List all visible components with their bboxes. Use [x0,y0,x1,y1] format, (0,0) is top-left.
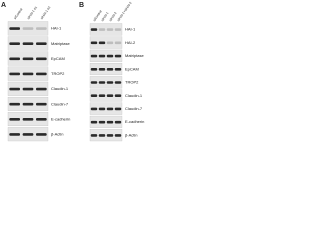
band [98,67,106,71]
band [22,133,34,136]
band [90,134,98,137]
blot-strip [89,115,123,128]
band [90,67,98,71]
band [106,94,114,98]
band [98,54,106,58]
band [114,28,122,31]
band [22,27,34,30]
row-label: EpCAM [125,66,139,71]
band [36,118,47,121]
lane-label: siHAI-1 #2 [40,5,52,20]
band [9,133,20,136]
lane-label: siHAI-2 [108,11,117,22]
blot-strip [89,49,123,62]
band [98,28,106,31]
band [9,72,20,76]
band [114,107,122,111]
band [114,67,122,71]
band [106,120,114,124]
band [106,134,114,137]
row-label: Claudin-1 [125,93,143,98]
blot-strip [89,102,123,115]
band [98,94,106,98]
band [22,57,34,61]
band [114,94,122,98]
row-label: Claudin-7 [51,101,69,106]
band [106,81,114,84]
row-label: Matriptase [51,41,70,46]
band [22,72,34,76]
row-label: HAI-1 [125,27,136,32]
band [114,41,122,45]
row-label: β-Actin [125,132,138,137]
band [98,81,106,84]
band [22,87,34,91]
row-label: Claudin-7 [125,106,143,111]
blot-strip [89,76,123,89]
row-label: Matriptase [125,53,144,58]
row-label: E-cadherin [51,116,70,121]
band [22,118,34,121]
band [106,67,114,71]
band [114,134,122,137]
lane-label: siHAI-1 #1 [26,5,38,20]
band [90,120,98,124]
band [36,72,47,76]
lane-label: siHAI-1+siHAI-2 [116,1,132,22]
band [106,107,114,111]
row-label: HAI-2 [125,40,136,45]
band [98,134,106,137]
band [9,27,20,30]
blot-strip [89,129,123,142]
band [106,41,114,45]
band [90,81,98,84]
blot-strip [89,63,123,76]
panel-label: A [1,2,6,9]
band [9,118,20,121]
row-label: E-cadherin [125,119,144,124]
band [90,94,98,98]
row-label: TROP2 [125,80,139,85]
band [9,102,20,106]
band [90,28,98,31]
band [22,42,34,45]
row-label: β-Actin [51,132,64,137]
band [114,120,122,124]
lane-label: siHAI-1 [100,11,109,22]
row-label: HAI-1 [51,26,62,31]
panel-label: B [79,2,84,9]
band [90,107,98,111]
band [9,57,20,61]
band [114,81,122,84]
blot-strip [89,23,123,36]
row-label: Claudin-1 [51,86,69,91]
row-label: TROP2 [51,71,65,76]
band [98,120,106,124]
blot-strip [89,36,123,49]
band [98,107,106,111]
band [106,54,114,58]
lane-label: siControl [92,9,103,22]
blot-strip [89,89,123,102]
band [36,87,47,91]
band [98,41,106,45]
band [36,27,47,30]
band [106,28,114,31]
band [36,42,47,45]
row-label: EpCAM [51,56,65,61]
band [36,133,47,136]
band [9,42,20,45]
lane-label: siControl [13,7,24,20]
band [90,54,98,58]
band [36,102,47,106]
band [36,57,47,61]
band [114,54,122,58]
band [90,41,98,45]
band [22,102,34,106]
band [9,87,20,91]
